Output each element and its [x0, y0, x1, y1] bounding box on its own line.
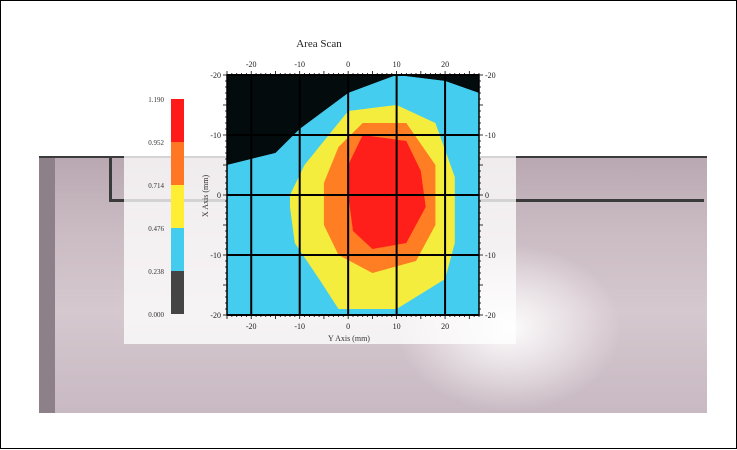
x-tick-label-bottom: 20 — [441, 322, 449, 331]
chart-title: Area Scan — [296, 38, 342, 50]
y-tick-label-right: -20 — [485, 71, 496, 80]
axes: -20 -20 -10 -10 0 0 10 10 20 20 -20 -20 -10 -10 0 0 -10 -… — [210, 60, 495, 331]
x-tick-label-bottom: 10 — [393, 322, 401, 331]
contour-level-4 — [348, 135, 426, 249]
grid-lines — [227, 74, 479, 316]
x-tick-label-top: 20 — [441, 60, 449, 69]
colorbar-label: 0.476 — [148, 225, 164, 233]
x-tick-label-top: 0 — [346, 60, 350, 69]
colorbar-label: 0.238 — [148, 268, 164, 276]
colorbar-segment — [171, 185, 184, 228]
y-tick-label-right: -10 — [485, 251, 496, 260]
x-tick-label-top: 10 — [393, 60, 401, 69]
y-tick-label-left: -20 — [210, 71, 221, 80]
y-tick-label-left: -20 — [210, 311, 221, 320]
colorbar-label: 0.714 — [148, 182, 164, 190]
colorbar: 1.190 0.952 0.714 0.476 0.238 0.000 — [148, 96, 184, 319]
y-tick-label-right: -10 — [485, 131, 496, 140]
colorbar-segment — [171, 99, 184, 142]
x-tick-label-bottom: -10 — [294, 322, 305, 331]
y-tick-label-right: 0 — [485, 191, 489, 200]
contour-level-0 — [227, 75, 479, 165]
x-tick-label-top: -20 — [246, 60, 257, 69]
colorbar-segment — [171, 228, 184, 271]
x-tick-label-top: -10 — [294, 60, 305, 69]
colorbar-label: 0.000 — [148, 311, 164, 319]
y-tick-label-right: -20 — [485, 311, 496, 320]
x-tick-label-bottom: -20 — [246, 322, 257, 331]
colorbar-segment — [171, 271, 184, 314]
x-tick-label-bottom: 0 — [346, 322, 350, 331]
y-tick-label-left: -10 — [210, 131, 221, 140]
y-axis-label: X Axis (mm) — [201, 175, 210, 218]
y-tick-label-left: -10 — [210, 251, 221, 260]
colorbar-label: 1.190 — [148, 96, 164, 104]
colorbar-label: 0.952 — [148, 139, 164, 147]
colorbar-segment — [171, 142, 184, 185]
y-tick-label-left: 0 — [217, 191, 221, 200]
photo-left-edge — [39, 158, 55, 413]
x-axis-label: Y Axis (mm) — [328, 334, 370, 343]
